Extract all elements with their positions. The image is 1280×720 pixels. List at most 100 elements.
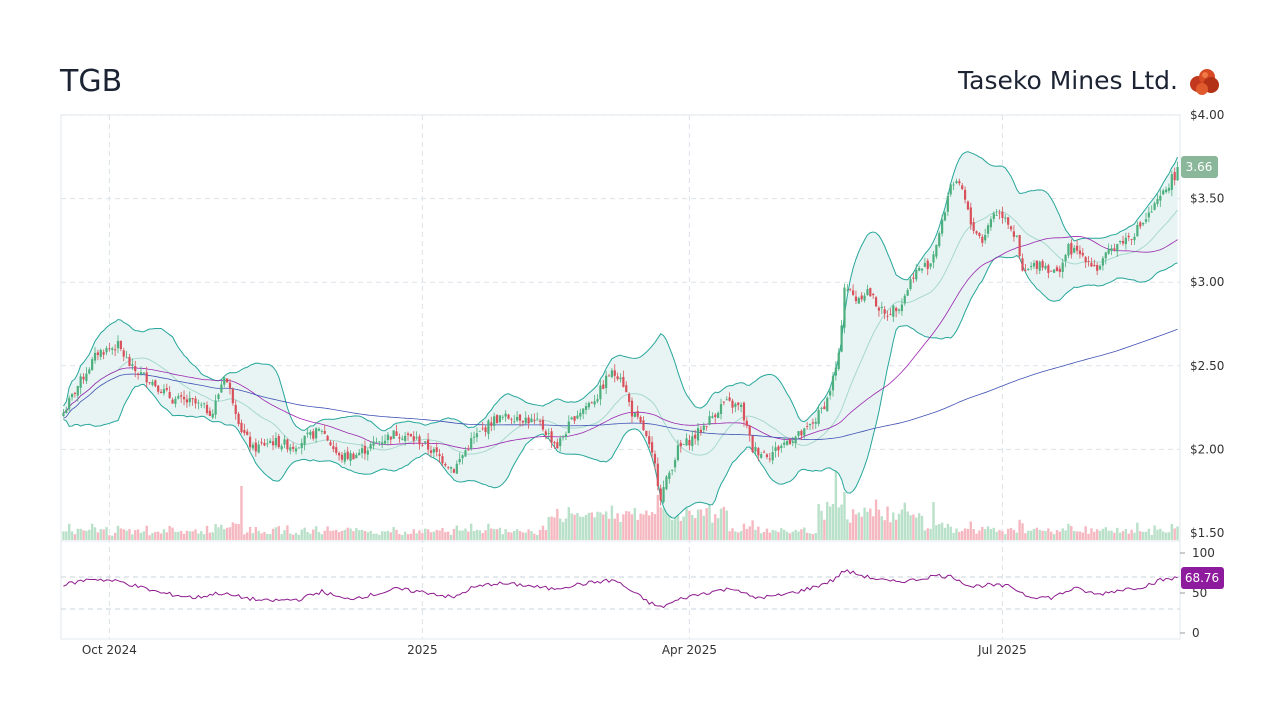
volume-bar xyxy=(504,529,507,540)
candle-body xyxy=(633,412,636,417)
candle-body xyxy=(682,444,685,445)
volume-bar xyxy=(93,527,97,540)
candle-body xyxy=(1018,235,1021,257)
volume-bar xyxy=(1147,528,1151,540)
candle-body xyxy=(501,416,504,418)
volume-bar xyxy=(495,529,499,540)
volume-bar xyxy=(765,528,769,540)
volume-bar xyxy=(159,533,163,540)
candle-body xyxy=(68,398,71,410)
candle-body xyxy=(165,388,168,390)
volume-bar xyxy=(693,518,697,540)
volume-bar xyxy=(673,516,677,540)
volume-bar xyxy=(599,512,602,540)
date-tick-label: Jul 2025 xyxy=(977,643,1027,657)
candle-body xyxy=(521,420,524,423)
candle-body xyxy=(401,438,404,440)
volume-bar xyxy=(1004,534,1007,540)
volume-bar xyxy=(1087,533,1090,540)
volume-bar xyxy=(1101,528,1105,540)
candle-body xyxy=(516,416,519,421)
rsi-tick-label: 100 xyxy=(1192,546,1215,560)
volume-bar xyxy=(113,532,117,540)
volume-bar xyxy=(151,533,154,540)
volume-bar xyxy=(1104,527,1107,540)
candle-body xyxy=(576,415,579,419)
volume-bar xyxy=(481,532,484,540)
candle-body xyxy=(673,460,677,468)
candle-body xyxy=(148,382,151,384)
candle-body xyxy=(180,395,183,397)
candle-body xyxy=(392,430,395,439)
volume-bar xyxy=(544,530,548,540)
volume-bar xyxy=(668,509,671,540)
candle-body xyxy=(177,396,180,399)
volume-bar xyxy=(521,532,525,540)
candle-body xyxy=(481,428,484,430)
candle-body xyxy=(992,213,995,219)
volume-bar xyxy=(1044,530,1047,540)
candle-body xyxy=(613,370,616,376)
volume-bar xyxy=(915,517,918,540)
candle-body xyxy=(461,455,464,459)
candle-body xyxy=(849,289,852,290)
candle-body xyxy=(1004,217,1007,219)
candle-body xyxy=(280,446,283,450)
volume-bar xyxy=(702,515,705,540)
candle-body xyxy=(900,304,904,312)
last-price-label: 3.66 xyxy=(1186,160,1213,174)
candle-body xyxy=(389,436,392,440)
candle-body xyxy=(487,420,490,434)
candle-body xyxy=(906,290,909,296)
candle-body xyxy=(969,207,972,225)
candle-body xyxy=(745,420,748,426)
rsi-line xyxy=(63,569,1178,609)
candle-body xyxy=(1119,240,1122,243)
candle-body xyxy=(986,225,990,234)
volume-bar xyxy=(182,533,186,540)
volume-bar xyxy=(337,532,341,540)
candle-body xyxy=(381,442,384,445)
volume-bar xyxy=(1150,534,1153,540)
candle-body xyxy=(435,447,438,452)
volume-bar xyxy=(389,532,392,540)
volume-bar xyxy=(837,507,840,540)
candle-body xyxy=(159,391,163,394)
volume-bar xyxy=(1093,531,1096,540)
candle-body xyxy=(472,436,476,438)
candle-body xyxy=(642,420,645,431)
volume-bar xyxy=(737,532,740,540)
volume-bar xyxy=(935,525,938,540)
candle-body xyxy=(237,413,240,425)
candle-body xyxy=(119,340,122,350)
candle-body xyxy=(803,428,806,436)
volume-bar xyxy=(343,529,347,540)
volume-bar xyxy=(225,527,229,540)
volume-bar xyxy=(782,529,786,540)
volume-bar xyxy=(808,533,812,540)
candle-body xyxy=(843,287,846,328)
volume-bar xyxy=(826,501,829,540)
candle-body xyxy=(628,393,631,402)
volume-bar xyxy=(1067,523,1070,540)
candle-body xyxy=(292,446,295,449)
price-tick-label: $3.00 xyxy=(1190,275,1224,289)
volume-bar xyxy=(409,533,413,540)
volume-bar xyxy=(530,531,533,540)
candle-body xyxy=(1104,252,1107,259)
candle-body xyxy=(1110,248,1113,252)
candle-body xyxy=(1073,247,1076,253)
volume-bar xyxy=(966,528,970,540)
candle-body xyxy=(1050,270,1053,272)
volume-bar xyxy=(625,511,628,540)
candle-body xyxy=(923,263,926,267)
volume-bar xyxy=(79,528,82,540)
candle-body xyxy=(1170,174,1173,190)
candle-body xyxy=(717,412,720,419)
candle-body xyxy=(808,423,812,426)
volume-bar xyxy=(412,529,415,540)
volume-bar xyxy=(1090,528,1093,540)
candle-body xyxy=(1064,254,1067,262)
candle-body xyxy=(1167,187,1171,191)
volume-bar xyxy=(1121,531,1125,540)
